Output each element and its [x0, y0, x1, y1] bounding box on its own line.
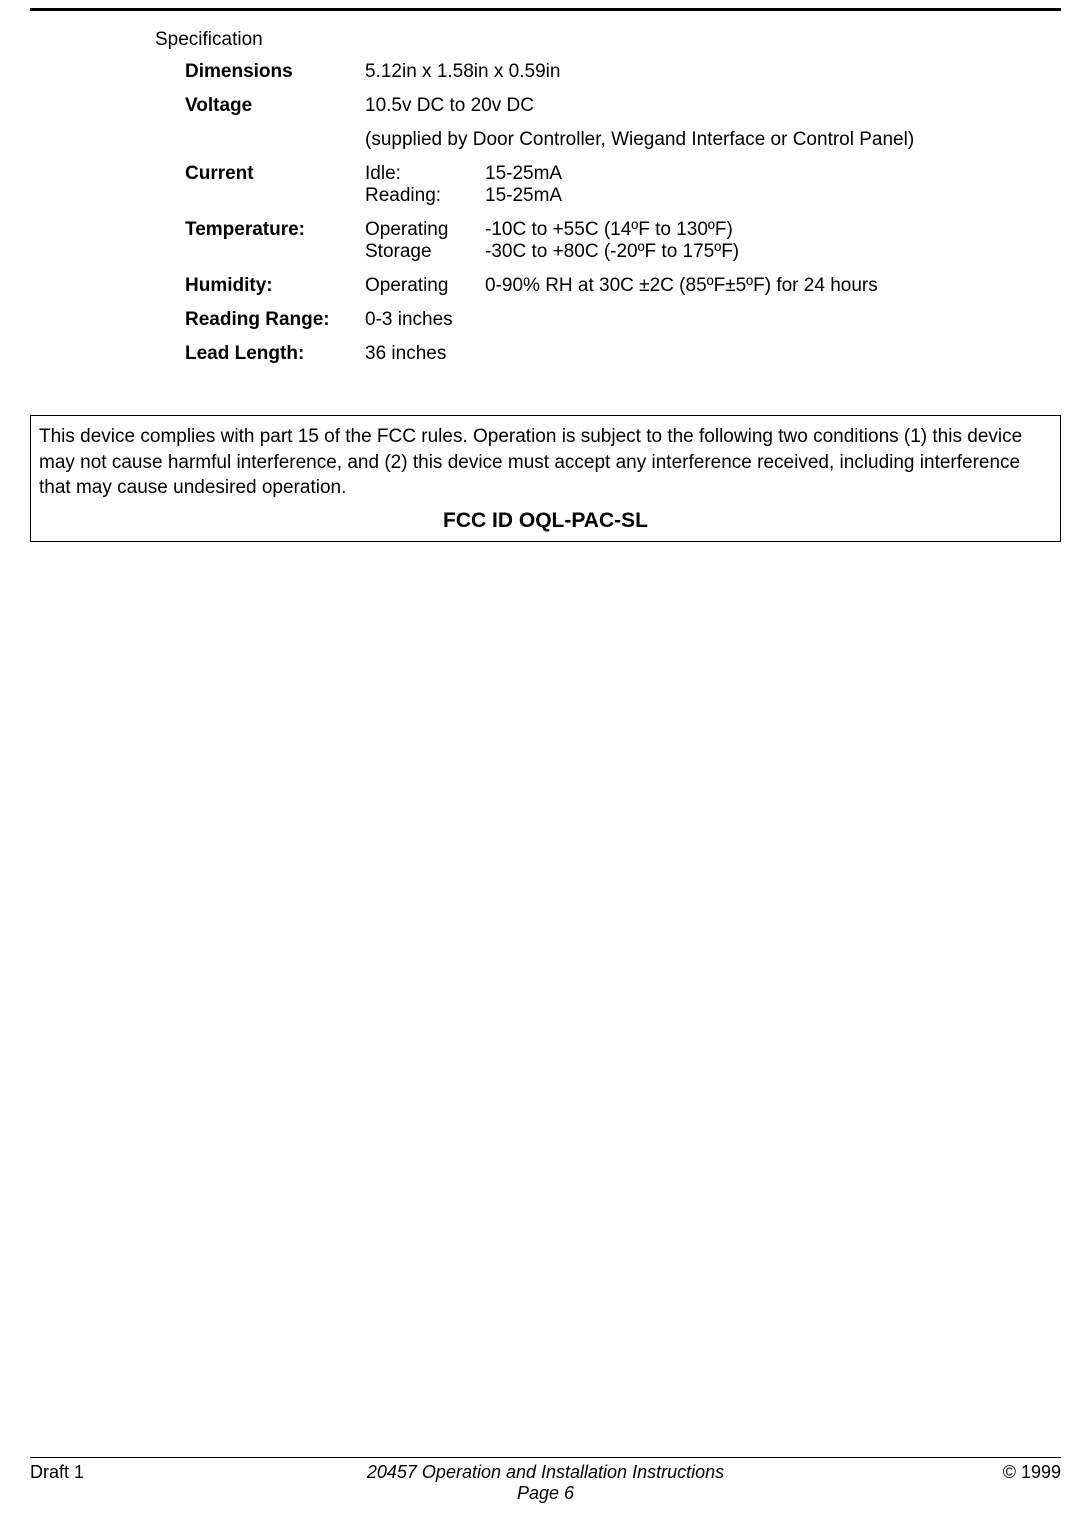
spec-label: Temperature:	[185, 219, 365, 241]
spec-value: 10.5v DC to 20v DC	[365, 95, 1061, 117]
spec-value: 0-3 inches	[365, 309, 1061, 331]
footer-right: © 1999	[911, 1462, 1061, 1483]
spec-label: Reading Range:	[185, 309, 365, 331]
spec-title: Specification	[155, 29, 1061, 51]
fcc-text: This device complies with part 15 of the…	[39, 424, 1052, 501]
spec-sublabel: Operating	[365, 275, 485, 297]
spec-row-dimensions: Dimensions 5.12in x 1.58in x 0.59in	[185, 61, 1061, 83]
spec-value: 36 inches	[365, 343, 1061, 365]
spec-sublabel-operating: Operating	[365, 275, 485, 297]
spec-label: Lead Length:	[185, 343, 365, 365]
spec-sublabel: Idle: Reading:	[365, 163, 485, 207]
spec-sublabel-reading: Reading:	[365, 185, 485, 207]
spec-sublabel: Operating Storage	[365, 219, 485, 263]
spec-subvalue: 15-25mA 15-25mA	[485, 163, 1061, 207]
spec-row-humidity: Humidity: Operating 0-90% RH at 30C ±2C …	[185, 275, 1061, 297]
spec-sublabel-idle: Idle:	[365, 163, 485, 185]
spec-sublabel-operating: Operating	[365, 219, 485, 241]
spec-label: Dimensions	[185, 61, 365, 83]
footer: Draft 1 20457 Operation and Installation…	[30, 1457, 1061, 1518]
spec-value-note: (supplied by Door Controller, Wiegand In…	[365, 129, 1061, 151]
fcc-id: FCC ID OQL-PAC-SL	[39, 507, 1052, 535]
footer-page: Page 6	[30, 1483, 1061, 1504]
spec-label: Current	[185, 163, 365, 185]
spec-row-current: Current Idle: Reading: 15-25mA 15-25mA	[185, 163, 1061, 207]
spec-subvalue-operating: 0-90% RH at 30C ±2C (85ºF±5ºF) for 24 ho…	[485, 275, 1061, 297]
spec-row-voltage: Voltage 10.5v DC to 20v DC	[185, 95, 1061, 117]
spec-row-voltage-note: (supplied by Door Controller, Wiegand In…	[185, 129, 1061, 151]
footer-row: Draft 1 20457 Operation and Installation…	[30, 1462, 1061, 1483]
spec-value: 5.12in x 1.58in x 0.59in	[365, 61, 1061, 83]
spec-row-temperature: Temperature: Operating Storage -10C to +…	[185, 219, 1061, 263]
footer-center: 20457 Operation and Installation Instruc…	[180, 1462, 911, 1483]
spec-subvalue-reading: 15-25mA	[485, 185, 1061, 207]
fcc-compliance-box: This device complies with part 15 of the…	[30, 415, 1061, 542]
spec-row-reading-range: Reading Range: 0-3 inches	[185, 309, 1061, 331]
footer-left: Draft 1	[30, 1462, 180, 1483]
page: Specification Dimensions 5.12in x 1.58in…	[0, 0, 1091, 1518]
spec-subvalue: 0-90% RH at 30C ±2C (85ºF±5ºF) for 24 ho…	[485, 275, 1061, 297]
spec-sublabel-storage: Storage	[365, 241, 485, 263]
spec-subvalue: -10C to +55C (14ºF to 130ºF) -30C to +80…	[485, 219, 1061, 263]
spec-subvalue-idle: 15-25mA	[485, 163, 1061, 185]
spec-row-lead-length: Lead Length: 36 inches	[185, 343, 1061, 365]
spec-label: Voltage	[185, 95, 365, 117]
spec-subvalue-operating: -10C to +55C (14ºF to 130ºF)	[485, 219, 1061, 241]
spec-subvalue-storage: -30C to +80C (-20ºF to 175ºF)	[485, 241, 1061, 263]
spec-label: Humidity:	[185, 275, 365, 297]
spec-table: Dimensions 5.12in x 1.58in x 0.59in Volt…	[185, 61, 1061, 365]
content-area: Specification Dimensions 5.12in x 1.58in…	[30, 11, 1061, 1457]
